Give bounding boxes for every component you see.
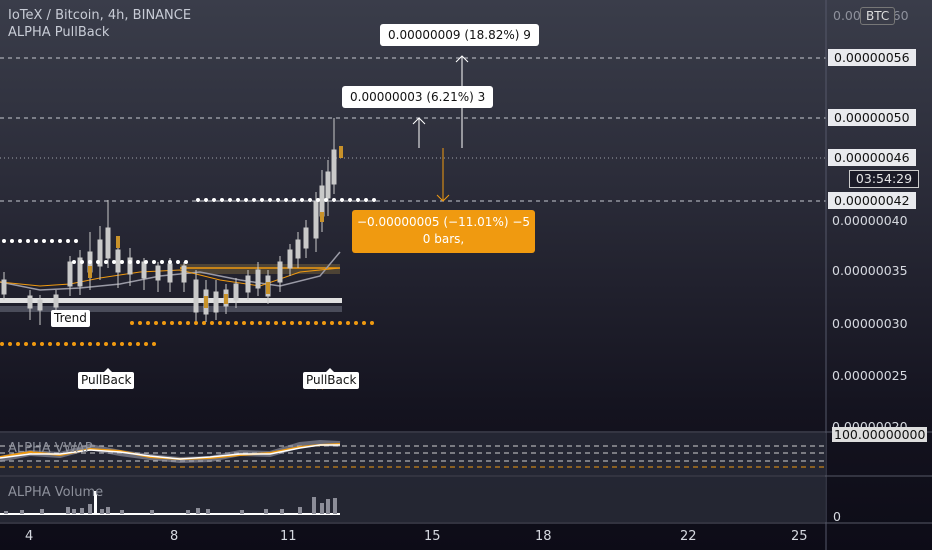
price-tick-30: 0.00000030 [832,316,908,331]
measure-tooltip-upper: 0.00000009 (18.82%) 9 [380,24,539,46]
symbol-title: IoTeX / Bitcoin, 4h, BINANCE [8,8,192,23]
time-tick-11: 11 [280,529,297,544]
volume-axis-value: 0 [833,509,841,524]
time-tick-4: 4 [25,529,34,544]
time-tick-18: 18 [535,529,552,544]
measure-down-line1: −0.00000005 (−11.01%) −5 [356,215,531,229]
price-tick-40: 0.00000040 [832,213,908,228]
vwap-axis-value: 100.00000000 [832,427,928,442]
currency-badge[interactable]: BTC [860,7,896,25]
time-tick-8: 8 [170,529,179,544]
pullback-tag-1: PullBack [78,372,135,389]
vwap-pane[interactable]: ALPHA VWAP [0,433,826,475]
volume-label: ALPHA Volume [8,485,104,500]
price-tick-35: 0.00000035 [832,263,908,278]
price-label-46: 0.00000046 [828,149,916,166]
measure-tooltip-down: −0.00000005 (−11.01%) −5 0 bars, [352,210,535,253]
volume-pane[interactable]: ALPHA Volume [0,477,826,522]
price-label-50: 0.00000050 [828,109,916,126]
price-label-42: 0.00000042 [828,192,916,209]
time-tick-25: 25 [791,529,808,544]
candle-countdown: 03:54:29 [849,170,919,188]
time-tick-15: 15 [424,529,441,544]
measure-down-line2: 0 bars, [422,232,465,246]
pullback-tag-2: PullBack [303,372,360,389]
trend-tag: Trend [51,310,90,327]
price-tick-25: 0.00000025 [832,368,908,383]
time-tick-22: 22 [680,529,697,544]
price-label-56: 0.00000056 [828,49,916,66]
vwap-label: ALPHA VWAP [8,441,93,456]
indicator-title: ALPHA PullBack [8,25,110,40]
measure-tooltip-middle: 0.00000003 (6.21%) 3 [342,86,494,108]
